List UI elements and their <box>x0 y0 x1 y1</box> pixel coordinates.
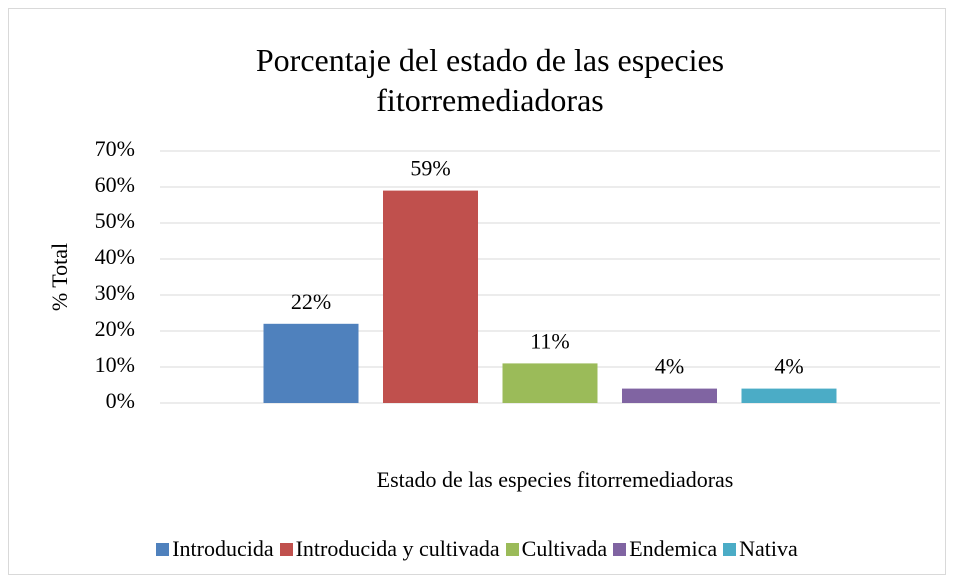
bar <box>621 388 717 403</box>
data-label: 4% <box>774 354 803 379</box>
legend-swatch <box>156 542 170 556</box>
y-tick-label: 70% <box>95 136 135 161</box>
y-tick-label: 50% <box>95 208 135 233</box>
y-tick-label: 0% <box>106 388 135 413</box>
legend-item: Nativa <box>723 536 798 562</box>
legend-label: Introducida <box>172 536 274 561</box>
y-tick-label: 20% <box>95 316 135 341</box>
legend-item: Endemica <box>613 536 717 562</box>
bar <box>263 323 359 403</box>
legend-item: Introducida y cultivada <box>279 536 500 562</box>
legend-swatch <box>279 542 293 556</box>
y-tick-label: 30% <box>95 280 135 305</box>
legend-item: Cultivada <box>505 536 608 562</box>
y-tick-label: 10% <box>95 352 135 377</box>
legend-swatch <box>613 542 627 556</box>
bar <box>502 363 598 403</box>
y-tick-label: 40% <box>95 244 135 269</box>
y-tick-label: 60% <box>95 172 135 197</box>
data-label: 11% <box>530 328 570 353</box>
legend-label: Introducida y cultivada <box>295 536 500 561</box>
x-axis-title: Estado de las especies fitorremediadoras <box>377 467 734 492</box>
legend-item: Introducida <box>156 536 274 562</box>
chart-title: Porcentaje del estado de las especies fi… <box>255 42 725 118</box>
legend-label: Cultivada <box>521 536 608 561</box>
legend-label: Nativa <box>739 536 798 561</box>
legend-label: Endemica <box>629 536 718 561</box>
data-label: 59% <box>410 156 450 181</box>
legend-swatch <box>505 542 519 556</box>
y-axis-title: % Total <box>47 243 72 311</box>
bar <box>741 388 837 403</box>
legend: Introducida Introducida y cultivada Cultiv… <box>0 536 954 562</box>
legend-swatch <box>723 542 737 556</box>
bar <box>383 190 479 403</box>
data-label: 4% <box>655 354 684 379</box>
data-label: 22% <box>291 289 331 314</box>
